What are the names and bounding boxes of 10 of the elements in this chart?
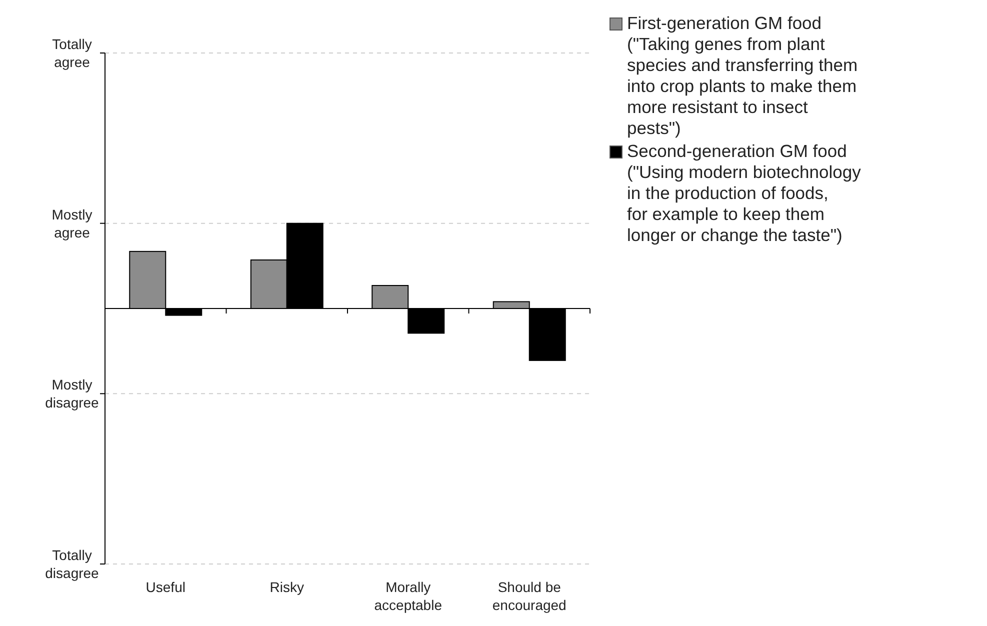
x-tick-label: Risky (270, 579, 304, 595)
legend-label: First-generation GM food ("Taking genes from plant species and transferring them into crop plants to make them more resistant to insect pests") (627, 13, 858, 138)
x-tick-label: Useful (146, 579, 186, 595)
text: Mostly disagree (45, 376, 100, 411)
x-tick-label: Morally acceptable (374, 579, 442, 613)
x-tick-label: Should be encouraged (492, 579, 566, 613)
text: Totally disagree (45, 547, 100, 581)
text: Mostly agree (52, 206, 92, 240)
text: Totally agree (52, 36, 92, 70)
legend-label: Second-generation GM food ("Using modern biotechnology in the production of foods, for example to keep them longer or change the taste") (627, 141, 862, 245)
